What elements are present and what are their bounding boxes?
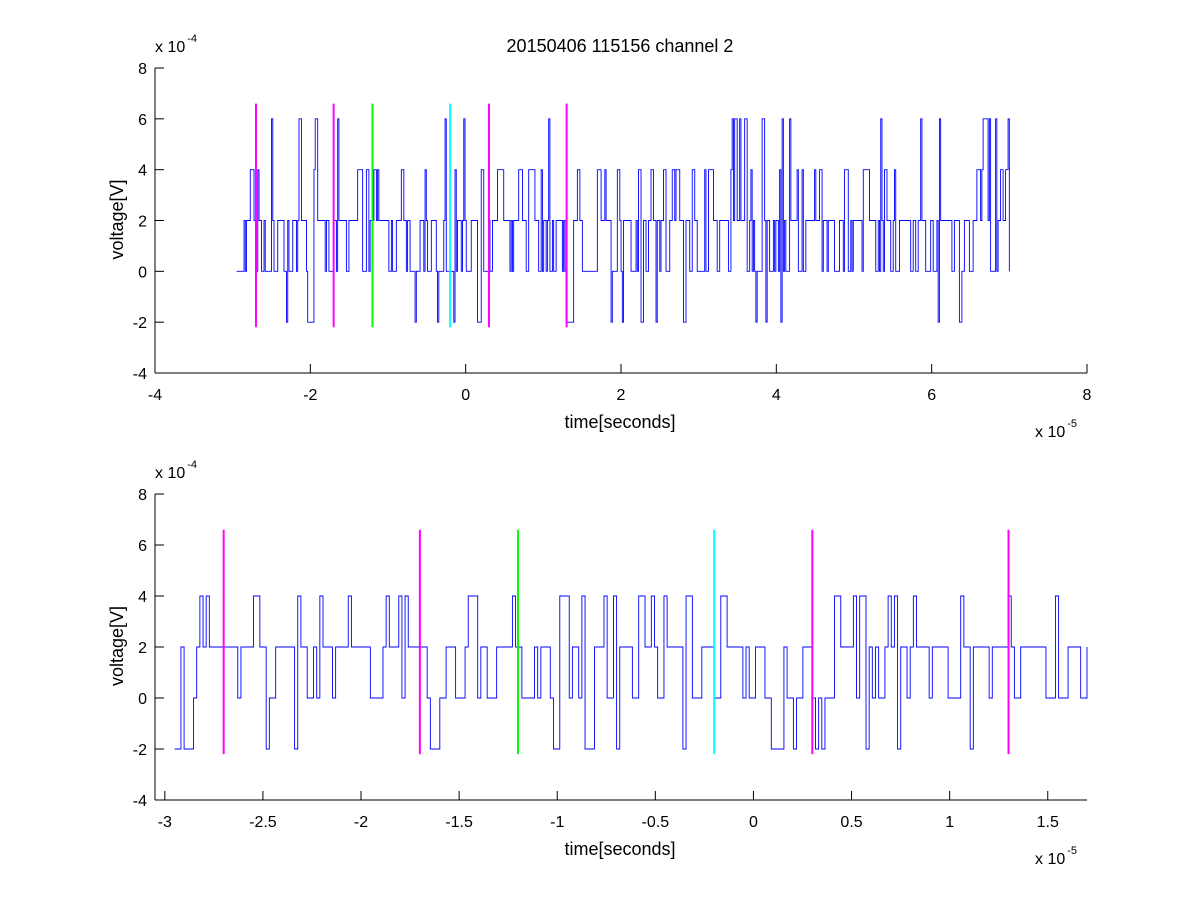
x-exponent-base: x 10	[1035, 851, 1065, 868]
x-tick-label: 0	[461, 387, 470, 404]
x-axis-label: time[seconds]	[564, 412, 675, 432]
y-exponent-power: -4	[187, 33, 197, 45]
x-axis-label: time[seconds]	[564, 839, 675, 859]
y-exponent-power: -4	[187, 459, 197, 471]
y-tick-label: 0	[138, 264, 147, 281]
signal-trace	[236, 118, 1010, 323]
y-tick-label: 4	[138, 589, 147, 606]
x-tick-label: 1.5	[1037, 814, 1059, 831]
y-tick-label: 2	[138, 214, 147, 231]
x-tick-label: 2	[617, 387, 626, 404]
y-axis-label: voltage[V]	[107, 179, 127, 259]
figure-title: 20150406 115156 channel 2	[507, 36, 734, 56]
x-tick-label: -0.5	[642, 814, 670, 831]
x-exponent-power: -5	[1067, 845, 1077, 857]
signal-trace	[174, 595, 1088, 750]
plot-top: -4 -2 0 2 4 6 8 -4 -2 0 2 4 6 8 time[seconds] voltage[V…	[107, 33, 1092, 441]
x-tick-label: 4	[772, 387, 781, 404]
x-tick-label: -2	[354, 814, 368, 831]
y-axis-label: voltage[V]	[107, 606, 127, 686]
x-exponent-label: x 10 -5	[1035, 845, 1077, 868]
x-tick-label: 6	[927, 387, 936, 404]
y-tick-label: 8	[138, 61, 147, 78]
y-tick-label: 2	[138, 640, 147, 657]
y-tick-label: -2	[133, 315, 147, 332]
y-exponent-label: x 10 -4	[155, 459, 197, 482]
y-tick-label: 6	[138, 112, 147, 129]
x-tick-label: 0.5	[840, 814, 862, 831]
x-tick-label: -3	[158, 814, 172, 831]
x-tick-label: -2.5	[249, 814, 277, 831]
y-exponent-base: x 10	[155, 39, 185, 56]
x-exponent-base: x 10	[1035, 424, 1065, 441]
x-tick-label: -1.5	[445, 814, 473, 831]
y-tick-label: 6	[138, 538, 147, 555]
y-tick-label: 8	[138, 487, 147, 504]
x-tick-label: -4	[148, 387, 162, 404]
y-tick-label: -2	[133, 742, 147, 759]
x-tick-label: 8	[1083, 387, 1092, 404]
y-tick-label: 4	[138, 163, 147, 180]
x-tick-label: 1	[945, 814, 954, 831]
y-tick-label: -4	[133, 793, 147, 810]
y-tick-label: 0	[138, 691, 147, 708]
x-exponent-label: x 10 -5	[1035, 418, 1077, 441]
plot-bottom: -3 -2.5 -2 -1.5 -1 -0.5 0 0.5 1 1.5 -4 -2 0 2 4 6 8 time[…	[107, 459, 1088, 868]
x-tick-label: 0	[749, 814, 758, 831]
x-tick-label: -1	[550, 814, 564, 831]
y-tick-label: -4	[133, 366, 147, 383]
x-tick-label: -2	[303, 387, 317, 404]
y-exponent-base: x 10	[155, 465, 185, 482]
x-exponent-power: -5	[1067, 418, 1077, 430]
y-exponent-label: x 10 -4	[155, 33, 197, 56]
